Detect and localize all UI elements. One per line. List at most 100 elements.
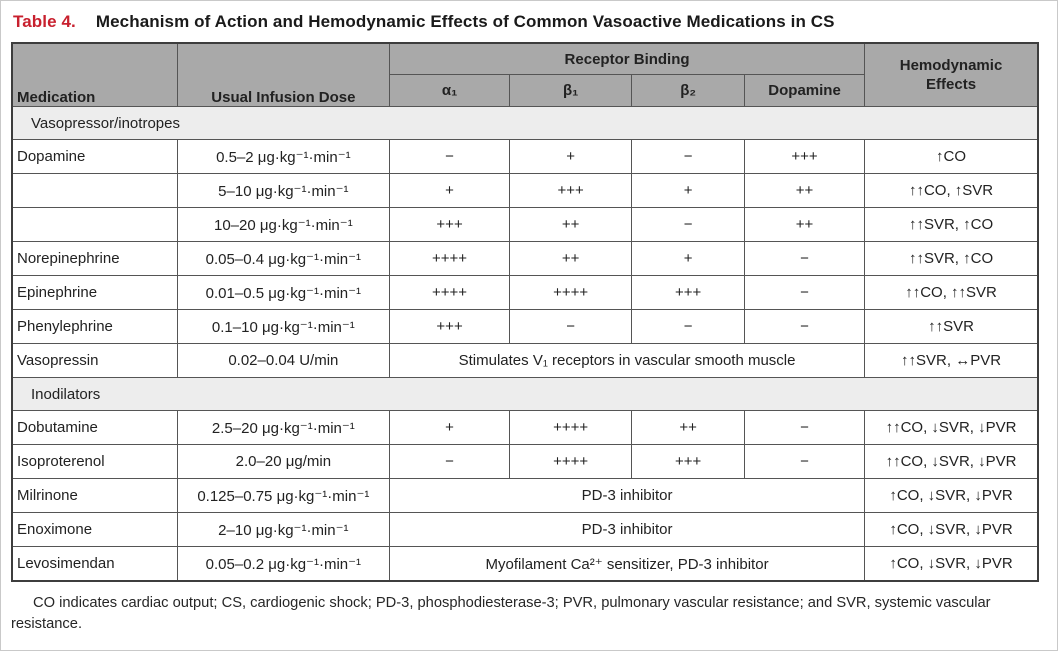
receptor-span-cell: Stimulates V₁ receptors in vascular smoo…	[389, 343, 866, 378]
table-title: Table 4. Mechanism of Action and Hemodyna…	[13, 12, 1047, 32]
hemodynamic-effects-cell: ↑CO, ↓SVR, ↓PVR	[864, 478, 1039, 513]
dopamine-cell: −	[744, 309, 866, 344]
medication-cell: Norepinephrine	[11, 241, 178, 276]
medication-row: Dopamine 0.5–2 μg·kg⁻¹·min⁻¹ − + − +++ ↑CO	[11, 139, 1039, 174]
medication-row: 10–20 μg·kg⁻¹·min⁻¹ +++ ++ − ++ ↑↑SVR, ↑CO	[11, 207, 1039, 242]
medication-cell: Epinephrine	[11, 275, 178, 310]
beta2-cell: ++	[631, 410, 746, 445]
dose-cell: 0.5–2 μg·kg⁻¹·min⁻¹	[176, 139, 391, 174]
col-header-alpha1: α₁	[389, 74, 511, 107]
medications-table: Medication Usual Infusion Dose Receptor …	[11, 42, 1039, 582]
dose-cell: 0.02–0.04 U/min	[176, 343, 391, 378]
beta2-cell: −	[631, 309, 746, 344]
dopamine-cell: −	[744, 241, 866, 276]
medication-cell: Milrinone	[11, 478, 178, 513]
medication-cell: Dopamine	[11, 139, 178, 174]
dopamine-cell: −	[744, 275, 866, 310]
alpha1-cell: −	[389, 139, 511, 174]
dopamine-cell: +++	[744, 139, 866, 174]
beta2-cell: −	[631, 207, 746, 242]
section-header-row: Inodilators	[11, 377, 1039, 411]
beta1-cell: ++++	[509, 275, 633, 310]
medication-row: Epinephrine 0.01–0.5 μg·kg⁻¹·min⁻¹ ++++ +++…	[11, 275, 1039, 310]
dose-cell: 0.05–0.2 μg·kg⁻¹·min⁻¹	[176, 546, 391, 582]
dose-cell: 0.05–0.4 μg·kg⁻¹·min⁻¹	[176, 241, 391, 276]
beta2-cell: +	[631, 241, 746, 276]
medication-cell	[11, 207, 178, 242]
beta1-cell: ++	[509, 241, 633, 276]
table-footnote: CO indicates cardiac output; CS, cardiog…	[11, 595, 991, 633]
col-header-receptor-binding: Receptor Binding	[389, 42, 866, 75]
section-label: Vasopressor/inotropes	[11, 106, 1039, 140]
beta2-cell: +	[631, 173, 746, 208]
hemodynamic-effects-cell: ↑↑SVR	[864, 309, 1039, 344]
receptor-span-cell: PD-3 inhibitor	[389, 478, 866, 513]
dose-cell: 5–10 μg·kg⁻¹·min⁻¹	[176, 173, 391, 208]
dose-cell: 2–10 μg·kg⁻¹·min⁻¹	[176, 512, 391, 547]
medication-row: Enoximone 2–10 μg·kg⁻¹·min⁻¹ PD-3 inhibito…	[11, 512, 1039, 547]
beta1-cell: +++	[509, 173, 633, 208]
table-number: Table 4.	[13, 12, 76, 31]
hemodynamic-effects-label: Hemodynamic Effects	[899, 56, 1003, 94]
beta2-cell: +++	[631, 444, 746, 479]
beta1-cell: ++++	[509, 444, 633, 479]
medication-row: 5–10 μg·kg⁻¹·min⁻¹ + +++ + ++ ↑↑CO, ↑SVR	[11, 173, 1039, 208]
medication-row: Levosimendan 0.05–0.2 μg·kg⁻¹·min⁻¹ Myofil…	[11, 546, 1039, 582]
col-header-hemodynamic-effects: Hemodynamic Effects	[864, 42, 1039, 107]
dose-cell: 0.125–0.75 μg·kg⁻¹·min⁻¹	[176, 478, 391, 513]
beta1-cell: ++++	[509, 410, 633, 445]
header-row-receptors: α₁ β₁ β₂ Dopamine	[12, 74, 1038, 107]
dose-cell: 10–20 μg·kg⁻¹·min⁻¹	[176, 207, 391, 242]
beta2-cell: +++	[631, 275, 746, 310]
medication-cell: Enoximone	[11, 512, 178, 547]
receptor-span-cell: PD-3 inhibitor	[389, 512, 866, 547]
hemodynamic-effects-cell: ↑CO, ↓SVR, ↓PVR	[864, 546, 1039, 582]
dose-cell: 2.5–20 μg·kg⁻¹·min⁻¹	[176, 410, 391, 445]
alpha1-cell: +++	[389, 309, 511, 344]
alpha1-cell: ++++	[389, 275, 511, 310]
medication-row: Milrinone 0.125–0.75 μg·kg⁻¹·min⁻¹ PD-3 in…	[11, 478, 1039, 513]
beta1-cell: −	[509, 309, 633, 344]
dopamine-cell: −	[744, 410, 866, 445]
dopamine-cell: −	[744, 444, 866, 479]
alpha1-cell: −	[389, 444, 511, 479]
col-header-beta1: β₁	[509, 74, 633, 107]
medication-row: Phenylephrine 0.1–10 μg·kg⁻¹·min⁻¹ +++ − − − ↑…	[11, 309, 1039, 344]
alpha1-cell: +++	[389, 207, 511, 242]
medication-row: Vasopressin 0.02–0.04 U/min Stimulates V₁ …	[11, 343, 1039, 378]
dose-cell: 2.0–20 μg/min	[176, 444, 391, 479]
alpha1-cell: +	[389, 410, 511, 445]
medication-cell: Isoproterenol	[11, 444, 178, 479]
medication-row: Norepinephrine 0.05–0.4 μg·kg⁻¹·min⁻¹ ++++…	[11, 241, 1039, 276]
medication-row: Isoproterenol 2.0–20 μg/min − ++++ +++ − ↑↑CO,…	[11, 444, 1039, 479]
table-body: Vasopressor/inotropes Dopamine 0.5–2 μg·kg…	[11, 106, 1039, 582]
section-header-row: Vasopressor/inotropes	[11, 106, 1039, 140]
receptor-span-cell: Myofilament Ca²⁺ sensitizer, PD-3 inhibi…	[389, 546, 866, 582]
table-caption: Mechanism of Action and Hemodynamic Effe…	[95, 12, 835, 31]
header-row-top: Medication Usual Infusion Dose Receptor …	[11, 42, 1039, 107]
dopamine-cell: ++	[744, 207, 866, 242]
medication-cell: Dobutamine	[11, 410, 178, 445]
beta2-cell: −	[631, 139, 746, 174]
hemodynamic-effects-cell: ↑↑SVR, ↑CO	[864, 207, 1039, 242]
col-header-beta2: β₂	[631, 74, 746, 107]
medication-cell: Levosimendan	[11, 546, 178, 582]
col-header-dopamine: Dopamine	[744, 74, 866, 107]
medication-cell	[11, 173, 178, 208]
alpha1-cell: ++++	[389, 241, 511, 276]
hemodynamic-effects-cell: ↑↑CO, ↓SVR, ↓PVR	[864, 444, 1039, 479]
hemodynamic-effects-cell: ↑↑CO, ↑↑SVR	[864, 275, 1039, 310]
dopamine-cell: ++	[744, 173, 866, 208]
hemodynamic-effects-cell: ↑CO, ↓SVR, ↓PVR	[864, 512, 1039, 547]
col-header-dose: Usual Infusion Dose	[176, 42, 391, 107]
hemodynamic-effects-cell: ↑↑CO, ↑SVR	[864, 173, 1039, 208]
medication-row: Dobutamine 2.5–20 μg·kg⁻¹·min⁻¹ + ++++ ++ − ↑↑…	[11, 410, 1039, 445]
beta1-cell: ++	[509, 207, 633, 242]
section-label: Inodilators	[11, 377, 1039, 411]
hemodynamic-effects-cell: ↑CO	[864, 139, 1039, 174]
alpha1-cell: +	[389, 173, 511, 208]
beta1-cell: +	[509, 139, 633, 174]
medication-cell: Phenylephrine	[11, 309, 178, 344]
dose-cell: 0.1–10 μg·kg⁻¹·min⁻¹	[176, 309, 391, 344]
